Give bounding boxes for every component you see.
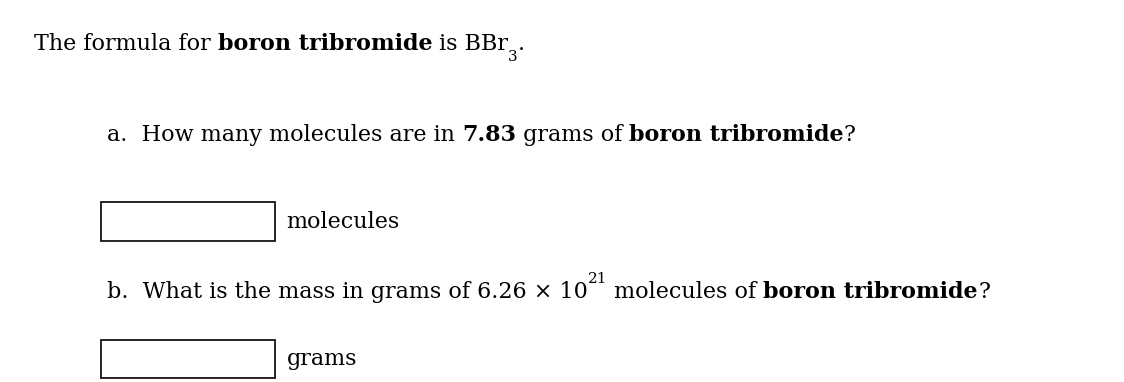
Text: 7.83: 7.83 (462, 124, 516, 146)
Text: b.  What is the mass in grams of 6.26 × 10: b. What is the mass in grams of 6.26 × 1… (107, 281, 588, 303)
Text: grams of: grams of (516, 124, 629, 146)
Text: boron tribromide: boron tribromide (763, 281, 978, 303)
Bar (101, 202, 275, 241)
Bar (101, 340, 275, 378)
Text: 21: 21 (588, 272, 607, 286)
Text: boron tribromide: boron tribromide (629, 124, 844, 146)
Text: grams: grams (287, 348, 357, 370)
Text: boron tribromide: boron tribromide (218, 32, 433, 55)
Text: .: . (518, 32, 525, 55)
Text: The formula for: The formula for (34, 32, 218, 55)
Text: ?: ? (844, 124, 855, 146)
Text: molecules of: molecules of (607, 281, 763, 303)
Text: 3: 3 (508, 50, 518, 64)
Text: a.  How many molecules are in: a. How many molecules are in (107, 124, 462, 146)
Text: ?: ? (978, 281, 990, 303)
Text: is BBr: is BBr (433, 32, 508, 55)
Text: molecules: molecules (287, 210, 400, 233)
